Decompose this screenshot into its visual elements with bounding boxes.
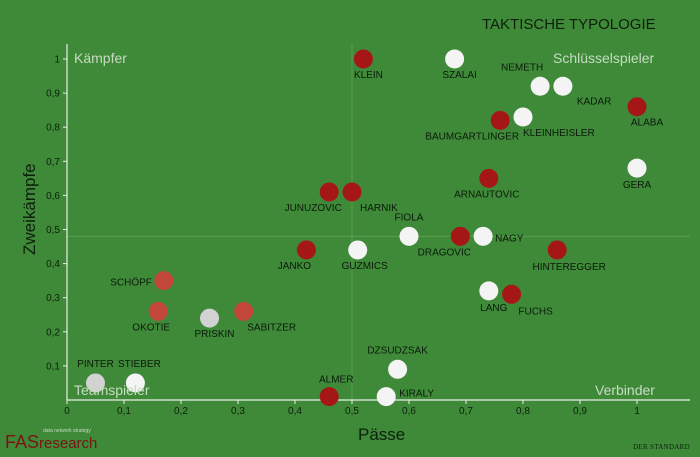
y-tick-label: 0,4 (46, 259, 60, 270)
data-point-almer (319, 387, 339, 407)
data-point-kadar (553, 76, 573, 96)
data-point-dragovic (450, 226, 470, 246)
point-label: JUNUZOVIC (285, 203, 342, 214)
source-tag: data network strategy (43, 428, 91, 434)
point-label: STIEBER (118, 359, 161, 370)
quadrant-label-teamspieler: Teamspieler (74, 382, 150, 398)
data-point-junuzovic (319, 182, 339, 202)
data-point-fuchs (502, 284, 522, 304)
point-label: KIRALY (399, 389, 434, 400)
chart-title: TAKTISCHE TYPOLOGIE (482, 16, 656, 33)
data-point-priskin (200, 308, 219, 328)
quadrant-label-kaempfer: Kämpfer (74, 50, 127, 66)
y-tick-label: 0,7 (46, 157, 60, 168)
point-label: DRAGOVIC (418, 247, 471, 258)
point-label: NEMETH (501, 62, 543, 73)
x-tick-label: 0,3 (231, 406, 245, 417)
point-label: KLEINHEISLER (523, 128, 595, 139)
point-label: NAGY (495, 233, 524, 244)
point-label: SABITZER (247, 322, 296, 333)
data-point-arnautovic (479, 168, 499, 188)
data-point-guzmics (348, 240, 368, 260)
x-axis-label: Pässe (358, 425, 406, 444)
y-tick-label: 0,9 (46, 89, 60, 100)
data-point-pinter (86, 373, 105, 393)
point-label: FUCHS (518, 306, 553, 317)
data-point-kiraly (376, 387, 396, 407)
y-axis-label: Zweikämpfe (20, 163, 39, 255)
x-tick-label: 0 (64, 406, 70, 417)
data-point-kleinheisler (513, 107, 533, 127)
point-label: LANG (480, 303, 507, 314)
point-label: PRISKIN (194, 329, 234, 340)
y-tick-label: 0,3 (46, 293, 60, 304)
data-point-klein (353, 49, 373, 69)
y-tick-label: 0,5 (46, 225, 60, 236)
source-logo: FASresearch data network strategy (5, 429, 98, 452)
point-label: KADAR (577, 96, 611, 107)
point-label: HINTEREGGER (533, 262, 606, 273)
point-label: BAUMGARTLINGER (425, 131, 519, 142)
x-tick-label: 0,2 (174, 406, 188, 417)
y-tick-label: 1 (54, 55, 60, 66)
quadrant-label-schluesselspieler: Schlüsselspieler (553, 50, 655, 66)
x-tick-label: 0,1 (117, 406, 131, 417)
point-label: ALMER (319, 375, 353, 386)
y-tick-label: 0,1 (46, 361, 60, 372)
data-point-baumgartlinger (490, 110, 510, 130)
x-tick-label: 0,9 (573, 406, 587, 417)
y-tick-label: 0,6 (46, 191, 60, 202)
data-point-dzsudzsak (388, 359, 408, 379)
point-label: GERA (623, 180, 652, 191)
x-tick-label: 0,5 (345, 406, 359, 417)
x-tick-label: 1 (634, 406, 640, 417)
point-label: ALABA (631, 118, 664, 129)
data-point-hinteregger (547, 240, 567, 260)
point-label: OKOTIE (132, 322, 170, 333)
point-label: SZALAI (442, 70, 476, 81)
quadrant-label-verbinder: Verbinder (595, 382, 655, 398)
source-sub: research (39, 435, 98, 452)
x-tick-label: 0,4 (288, 406, 302, 417)
data-point-alaba (627, 97, 647, 117)
data-point-lang (479, 281, 499, 301)
publisher-credit: DER STANDARD (633, 443, 690, 451)
y-tick-label: 0,8 (46, 123, 60, 134)
x-tick-label: 0,8 (516, 406, 530, 417)
point-label: SCHÖPF (110, 277, 152, 289)
point-label: HARNIK (360, 203, 398, 214)
data-point-okotie (148, 301, 168, 321)
data-point-schöpf (154, 271, 174, 291)
data-point-nemeth (530, 76, 550, 96)
point-label: DZSUDZSAK (367, 345, 428, 356)
data-point-sabitzer (234, 301, 254, 321)
point-label: PINTER (77, 359, 114, 370)
data-point-janko (296, 240, 316, 260)
point-label: FIOLA (395, 212, 424, 223)
data-point-harnik (342, 182, 362, 202)
data-point-nagy (473, 226, 493, 246)
data-point-szalai (445, 49, 465, 69)
x-tick-label: 0,7 (459, 406, 473, 417)
x-tick-label: 0,6 (402, 406, 416, 417)
point-label: KLEIN (354, 70, 383, 81)
data-point-gera (627, 158, 647, 178)
data-point-fiola (399, 226, 419, 246)
point-label: GUZMICS (342, 261, 388, 272)
y-tick-label: 0,2 (46, 327, 60, 338)
source-brand: FAS (5, 432, 40, 452)
data-point-stieber (125, 373, 145, 393)
point-label: ARNAUTOVIC (454, 189, 519, 200)
point-label: JANKO (278, 261, 312, 272)
